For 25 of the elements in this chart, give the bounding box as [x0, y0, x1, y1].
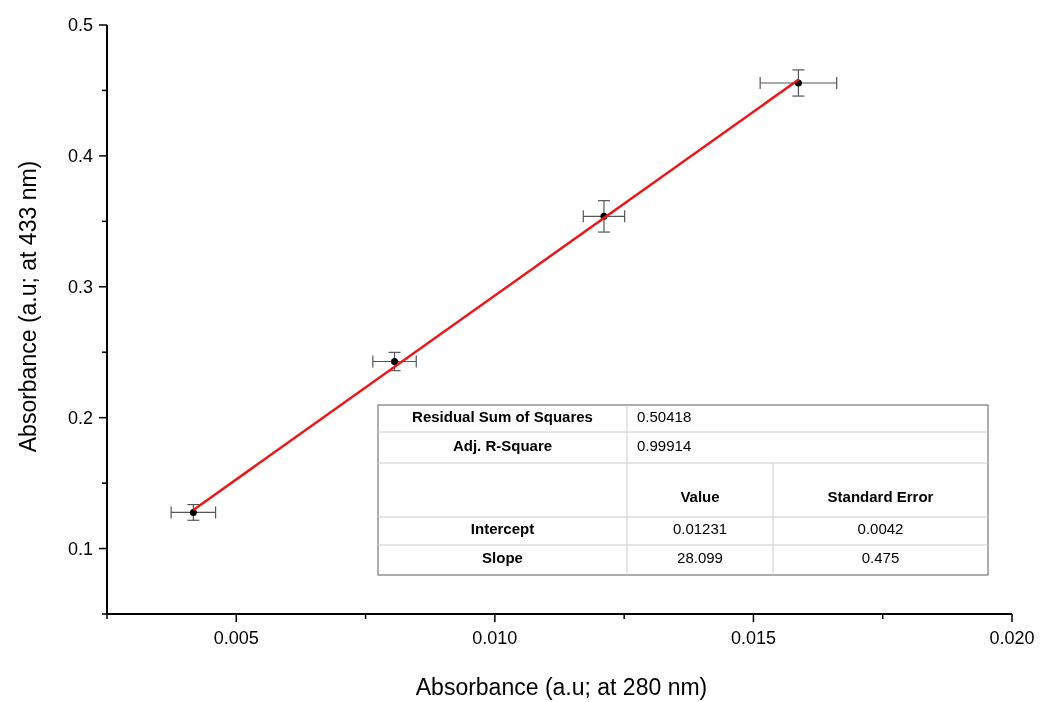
y-tick-label: 0.5 — [67, 15, 93, 36]
annotation: Value — [680, 488, 720, 506]
annotation: Standard Error — [827, 488, 934, 506]
annotation: 0.01231 — [672, 520, 728, 538]
x-tick-label: 0.015 — [730, 628, 776, 648]
annotation: 0.50418 — [637, 407, 692, 425]
point — [189, 508, 197, 516]
annotation: Slope — [482, 549, 523, 567]
annotation: 0.475 — [861, 549, 900, 567]
y-axis-title: Absorbance (a.u; at 433 nm) — [15, 160, 41, 453]
annotation: Residual Sum of Squares — [412, 407, 593, 425]
x-axis-title: Absorbance (a.u; at 280 nm) — [415, 674, 708, 700]
point — [391, 358, 399, 366]
annotation: Adj. R-Square — [452, 436, 553, 454]
x-tick-label: 0.005 — [213, 628, 259, 648]
y-tick-label: 0.3 — [67, 277, 93, 298]
annotation: 28.099 — [677, 549, 723, 567]
y-tick-label: 0.4 — [67, 146, 93, 167]
y-tick-label: 0.2 — [67, 407, 93, 428]
annotation: 0.99914 — [637, 436, 692, 454]
x-tick-label: 0.010 — [472, 628, 518, 648]
x-tick-label: 0.020 — [989, 628, 1035, 648]
y-tick-label: 0.1 — [67, 538, 93, 559]
annotation: Intercept — [470, 520, 535, 538]
annotation: 0.0042 — [857, 520, 904, 538]
